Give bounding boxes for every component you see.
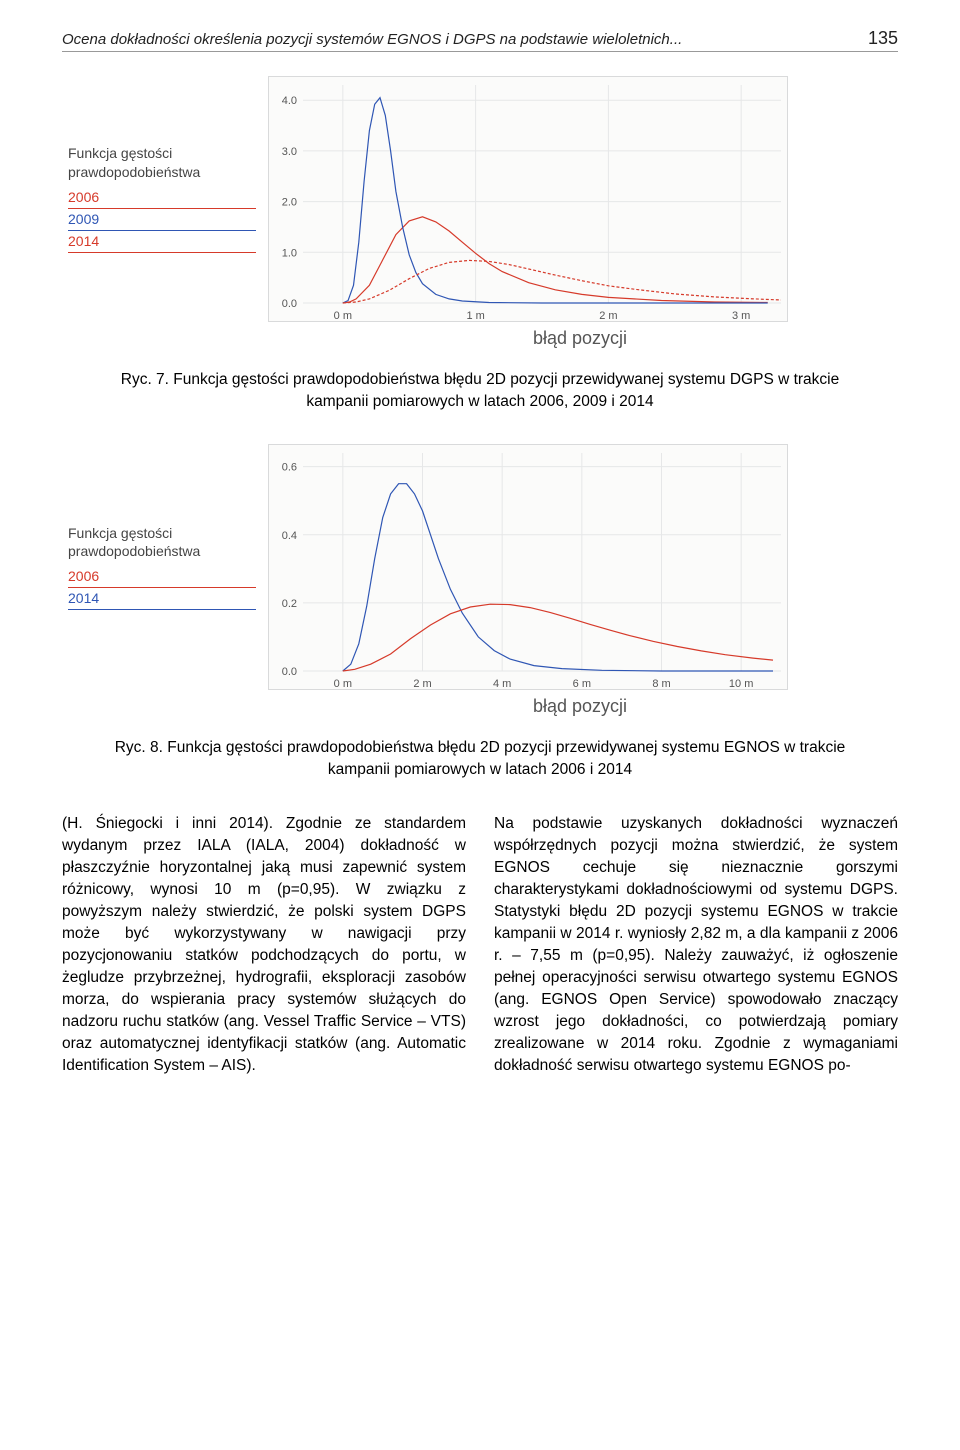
svg-text:0.2: 0.2 (282, 598, 297, 610)
chart-2-caption: Ryc. 8. Funkcja gęstości prawdopodobieńs… (102, 737, 858, 780)
chart-1-legend: Funkcja gęstości prawdopodobieństwa 2006… (68, 144, 256, 253)
svg-text:0 m: 0 m (334, 310, 352, 322)
svg-text:3 m: 3 m (732, 310, 750, 322)
chart-2-plot: 0.0 0.2 0.4 0.6 0 m 2 m 4 m 6 m 8 m 10 m (268, 444, 788, 690)
svg-text:2 m: 2 m (413, 678, 431, 690)
svg-text:8 m: 8 m (652, 678, 670, 690)
svg-text:2 m: 2 m (599, 310, 617, 322)
chart-2: Funkcja gęstości prawdopodobieństwa 2006… (62, 444, 898, 780)
legend-item: 2006 (68, 567, 256, 588)
chart-1-plot: 0.0 1.0 2.0 3.0 4.0 0 m 1 m 2 m 3 m (268, 76, 788, 322)
body-left: (H. Śniegocki i inni 2014). Zgodnie ze s… (62, 813, 466, 1077)
chart-2-xlabel: błąd pozycji (62, 696, 898, 717)
body-right: Na podstawie uzyskanych dokładności wyzn… (494, 813, 898, 1077)
legend-title: Funkcja gęstości prawdopodobieństwa (68, 524, 256, 562)
legend-item: 2014 (68, 232, 256, 253)
svg-text:0.4: 0.4 (282, 530, 297, 542)
legend-title: Funkcja gęstości prawdopodobieństwa (68, 144, 256, 182)
body-columns: (H. Śniegocki i inni 2014). Zgodnie ze s… (62, 813, 898, 1077)
svg-text:6 m: 6 m (573, 678, 591, 690)
chart-2-legend: Funkcja gęstości prawdopodobieństwa 2006… (68, 524, 256, 612)
svg-text:1.0: 1.0 (282, 247, 297, 259)
svg-text:4.0: 4.0 (282, 95, 297, 107)
svg-text:0.0: 0.0 (282, 298, 297, 310)
legend-item: 2006 (68, 188, 256, 209)
legend-item: 2014 (68, 589, 256, 610)
svg-text:3.0: 3.0 (282, 146, 297, 158)
svg-text:2.0: 2.0 (282, 197, 297, 209)
page-header: Ocena dokładności określenia pozycji sys… (62, 28, 898, 52)
legend-item: 2009 (68, 210, 256, 231)
svg-text:0.0: 0.0 (282, 666, 297, 678)
svg-text:1 m: 1 m (466, 310, 484, 322)
svg-text:4 m: 4 m (493, 678, 511, 690)
svg-text:10 m: 10 m (729, 678, 753, 690)
svg-text:0.6: 0.6 (282, 462, 297, 474)
chart-1-xlabel: błąd pozycji (62, 328, 898, 349)
running-title: Ocena dokładności określenia pozycji sys… (62, 31, 682, 48)
page-number: 135 (868, 28, 898, 49)
svg-text:0 m: 0 m (334, 678, 352, 690)
chart-1-caption: Ryc. 7. Funkcja gęstości prawdopodobieńs… (102, 369, 858, 412)
chart-1: Funkcja gęstości prawdopodobieństwa 2006… (62, 76, 898, 412)
